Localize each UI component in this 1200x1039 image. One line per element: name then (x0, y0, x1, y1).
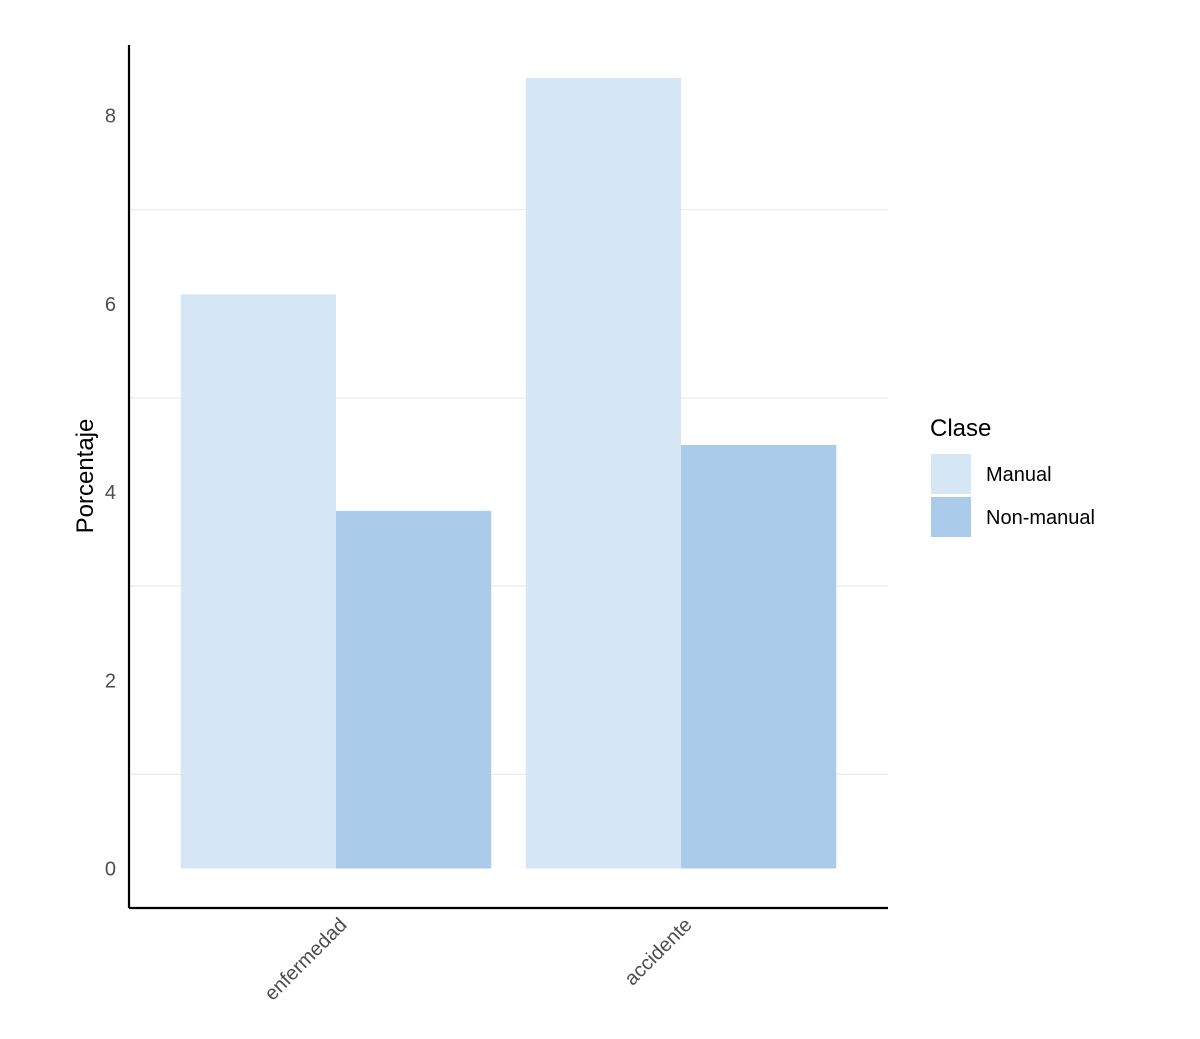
bar-accidente-manual (525, 77, 681, 869)
legend-label-manual: Manual (986, 464, 1052, 486)
y-tick-label: 4 (105, 482, 116, 504)
x-tick-label-accidente: accidente (620, 914, 696, 990)
y-tick-label: 6 (105, 294, 116, 316)
x-tick-label-enfermedad: enfermedad (260, 914, 351, 1005)
bar-enfermedad-non-manual (336, 510, 492, 869)
axes (127, 45, 888, 910)
legend-title: Clase (930, 415, 991, 442)
y-tick-label: 8 (105, 106, 116, 128)
legend: Clase Manual Non-manual (930, 415, 1095, 537)
y-axis-title: Porcentaje (72, 419, 99, 534)
bar-enfermedad-manual (180, 294, 336, 869)
x-tick-labels: enfermedad accidente (260, 914, 696, 1005)
bar-accidente-non-manual (681, 444, 837, 869)
legend-key-non-manual (931, 497, 971, 537)
y-tick-label: 0 (105, 858, 116, 880)
legend-key-manual (931, 454, 971, 494)
y-tick-label: 2 (105, 670, 116, 692)
y-tick-labels: 0 2 4 6 8 (105, 106, 116, 881)
legend-label-non-manual: Non-manual (986, 507, 1095, 529)
bars (180, 77, 837, 869)
